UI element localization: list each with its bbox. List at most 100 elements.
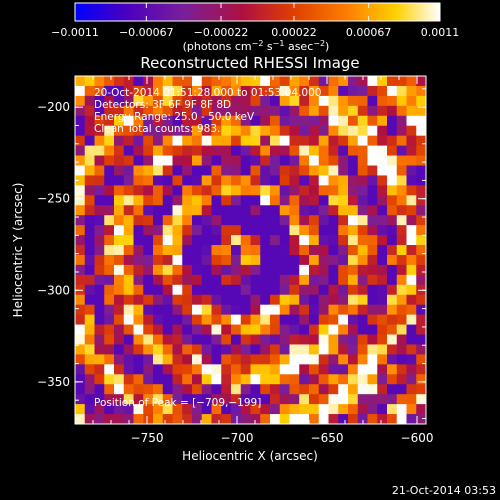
heatmap-cell — [338, 314, 349, 325]
heatmap-cell — [406, 334, 417, 345]
heatmap-cell — [367, 145, 378, 156]
heatmap-cell — [377, 185, 388, 196]
heatmap-cell — [182, 125, 193, 137]
heatmap-cell — [143, 414, 154, 424]
heatmap-cell — [377, 125, 388, 137]
heatmap-cell — [192, 165, 203, 176]
heatmap-cell — [367, 225, 378, 236]
heatmap-cell — [172, 205, 183, 216]
heatmap-cell — [338, 364, 349, 375]
heatmap-cell — [162, 274, 173, 286]
heatmap-cell — [377, 105, 388, 117]
heatmap-cell — [211, 264, 222, 276]
heatmap-cell — [260, 135, 271, 146]
heatmap-cell — [348, 125, 359, 137]
heatmap-cell — [221, 364, 232, 375]
heatmap-cell — [377, 254, 388, 266]
heatmap-cell — [182, 215, 193, 226]
heatmap-cell — [348, 235, 359, 246]
heatmap-cell — [387, 374, 398, 385]
heatmap-cell — [338, 205, 349, 216]
heatmap-cell — [328, 235, 339, 246]
heatmap-cell — [231, 76, 242, 87]
heatmap-cell — [182, 294, 193, 306]
heatmap-cell — [162, 404, 173, 415]
heatmap-cell — [309, 135, 320, 146]
heatmap-cell — [153, 394, 164, 405]
heatmap-cell — [84, 404, 95, 415]
heatmap-cell — [348, 324, 359, 335]
heatmap-cell — [260, 195, 271, 206]
heatmap-cell — [75, 175, 86, 186]
heatmap-cell — [309, 225, 320, 236]
heatmap-cell — [406, 185, 417, 196]
heatmap-cell — [377, 264, 388, 276]
heatmap-cell — [153, 115, 164, 127]
heatmap-cell — [396, 304, 407, 316]
heatmap-cell — [182, 374, 193, 385]
heatmap-cell — [279, 155, 290, 166]
heatmap-cell — [357, 284, 368, 296]
heatmap-cell — [260, 264, 271, 276]
heatmap-cell — [143, 274, 154, 286]
heatmap-cell — [104, 85, 115, 97]
heatmap-cell — [231, 85, 242, 97]
heatmap-cell — [162, 414, 173, 424]
heatmap-cell — [75, 115, 86, 127]
heatmap-cell — [123, 344, 134, 355]
heatmap-cell — [104, 165, 115, 176]
heatmap-cell — [172, 294, 183, 306]
heatmap-cell — [201, 155, 212, 166]
heatmap-cell — [309, 344, 320, 355]
heatmap-cell — [416, 175, 426, 186]
heatmap-cell — [192, 145, 203, 156]
heatmap-cell — [406, 324, 417, 335]
heatmap-cell — [162, 284, 173, 296]
heatmap-cell — [201, 235, 212, 246]
heatmap-cell — [104, 245, 115, 256]
heatmap-cell — [162, 205, 173, 216]
heatmap-cell — [104, 414, 115, 424]
heatmap-cell — [114, 294, 125, 306]
heatmap-cell — [396, 175, 407, 186]
heatmap-cell — [309, 125, 320, 137]
heatmap-cell — [279, 85, 290, 97]
heatmap-cell — [387, 294, 398, 306]
heatmap-cell — [94, 185, 105, 196]
heatmap-cell — [289, 215, 300, 226]
heatmap-cell — [182, 195, 193, 206]
heatmap-cell — [94, 264, 105, 276]
heatmap-cell — [162, 374, 173, 385]
heatmap-cell — [387, 245, 398, 256]
heatmap-cell — [114, 344, 125, 355]
heatmap-cell — [114, 135, 125, 146]
heatmap-cell — [387, 155, 398, 166]
heatmap-cell — [75, 225, 86, 236]
heatmap-cell — [270, 225, 281, 236]
heatmap-cell — [396, 135, 407, 146]
heatmap-cell — [172, 215, 183, 226]
heatmap-cell — [143, 76, 154, 87]
heatmap-cell — [211, 105, 222, 117]
heatmap-cell — [367, 245, 378, 256]
heatmap-cell — [328, 165, 339, 176]
heatmap-cell — [201, 225, 212, 236]
heatmap-cell — [104, 155, 115, 166]
heatmap-cell — [231, 235, 242, 246]
heatmap-cell — [143, 304, 154, 316]
heatmap-cell — [84, 294, 95, 306]
heatmap-cell — [299, 394, 310, 405]
heatmap-cell — [133, 404, 144, 415]
heatmap-cell — [133, 384, 144, 395]
heatmap-cell — [94, 105, 105, 117]
heatmap-cell — [299, 95, 310, 107]
heatmap-cell — [338, 254, 349, 266]
heatmap-cell — [211, 374, 222, 385]
heatmap-cell — [318, 334, 329, 345]
peak-position-label: Position of Peak = [−709,−199] — [94, 397, 261, 409]
heatmap-cell — [396, 155, 407, 166]
heatmap-cell — [367, 215, 378, 226]
heatmap-cell — [338, 344, 349, 355]
heatmap-cell — [143, 284, 154, 296]
heatmap-cell — [387, 175, 398, 186]
